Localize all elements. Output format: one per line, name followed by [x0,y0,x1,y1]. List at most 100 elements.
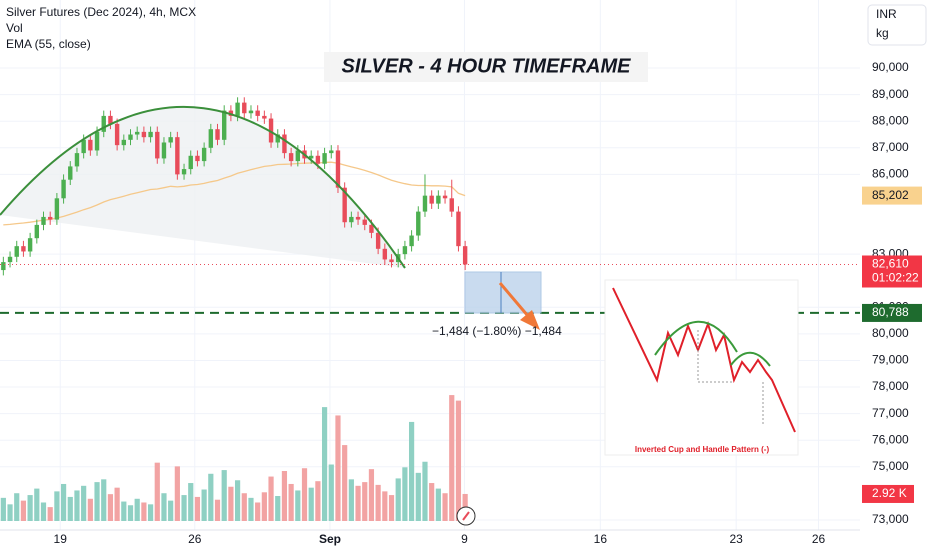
inset-box [604,279,799,456]
candle-body [27,238,33,252]
volume-bar [134,498,140,521]
y-tick-label: 77,000 [872,406,909,420]
candle-body [382,248,388,260]
x-tick-label: 26 [188,532,202,546]
candle-body [262,115,267,119]
volume-bar [402,467,408,521]
x-tick-label: 23 [730,532,744,546]
level-badge-label: 80,788 [872,305,909,319]
volume-bar [455,400,462,521]
volume-bar [214,499,221,521]
candle-body [389,259,394,263]
y-tick-label: 73,000 [872,512,909,526]
candle-body [47,216,53,220]
candle-body [54,198,60,220]
volume-bar [261,492,267,521]
volume-legend: Vol [6,21,23,35]
arrow-shaft [498,282,530,317]
volume-bar [208,473,214,521]
volume-bar [355,485,361,521]
price-badge-label: 82,610 [872,257,909,271]
event-icon-mark [462,511,470,521]
y-tick-label: 76,000 [872,432,909,446]
candle-body [101,115,106,132]
candle-body [94,131,100,151]
candle-body [41,216,46,225]
candle-body [349,216,354,223]
volume-bar [255,502,261,521]
volume-bar [295,490,301,521]
volume-bar [27,495,33,521]
volume-bar [388,495,395,521]
candle-body [282,134,287,154]
countdown: 01:02:22 [872,271,919,285]
volume-bar [188,483,194,521]
y-tick-label: 80,000 [872,326,909,340]
volume-bar [348,479,354,521]
volume-bar [81,485,87,521]
candle-body [74,153,80,167]
candle-body [21,246,26,252]
measure-label: −1,484 (−1.80%) −1,484 [432,324,562,338]
handle-arc [730,351,771,367]
y-tick-label: 86,000 [872,167,909,181]
y-tick-label: 88,000 [872,113,909,127]
candle-body [342,187,347,223]
candle-body [168,137,173,143]
volume-bar [101,479,107,521]
volume-bar [194,496,201,521]
candle-body [402,246,408,255]
ema-badge-label: 85,202 [872,188,909,202]
candle-body [81,139,86,154]
volume-bar [382,491,388,521]
currency[interactable]: INR [876,7,897,21]
volume-bar [161,493,167,521]
candle-body [88,139,93,151]
candle-body [288,153,294,162]
y-tick-label: 78,000 [872,379,909,393]
volume-bar [335,415,341,521]
volume-bar [121,501,127,521]
volume-bar [415,472,421,521]
volume-bar [435,488,441,521]
volume-bar [342,445,348,521]
volume-bar [281,471,288,521]
volume-bar [0,497,6,521]
candle-body [121,139,127,146]
symbol: Silver Futures (Dec 2024), 4h, MCX [6,5,196,19]
volume-bar [94,482,100,521]
volume-bar [74,490,80,521]
candle-body [429,195,434,204]
x-tick-label: Sep [319,532,341,546]
candle-body [315,155,321,164]
candle-body [155,131,160,159]
price-badge [862,255,922,288]
candle-body [175,137,180,175]
ema-line [3,161,466,226]
candle-body [114,123,120,146]
volume-bar [168,500,174,521]
candle-body [161,142,167,159]
candle-body [355,216,361,220]
volume-bar [429,483,435,521]
x-tick-label: 19 [54,532,68,546]
unit[interactable]: kg [876,26,889,40]
candle-body [329,150,334,154]
volume-bar [408,421,415,521]
volume-bar [201,489,207,521]
candle-body [1,262,6,271]
volume-bar [442,493,448,521]
candle-body [436,195,441,204]
volume-bar [308,487,314,521]
candle-body [375,232,381,249]
inset: Inverted Cup and Handle Pattern (-) [604,279,799,456]
volume-badge [862,484,914,503]
arrow-head [520,310,540,330]
volume-bar [20,500,27,521]
candle-body [335,150,341,188]
ema-badge [862,186,922,205]
title-bg [324,52,648,82]
unit-box[interactable] [867,4,927,46]
volume-bar [114,487,120,521]
inset-caption: Inverted Cup and Handle Pattern (-) [635,445,770,454]
